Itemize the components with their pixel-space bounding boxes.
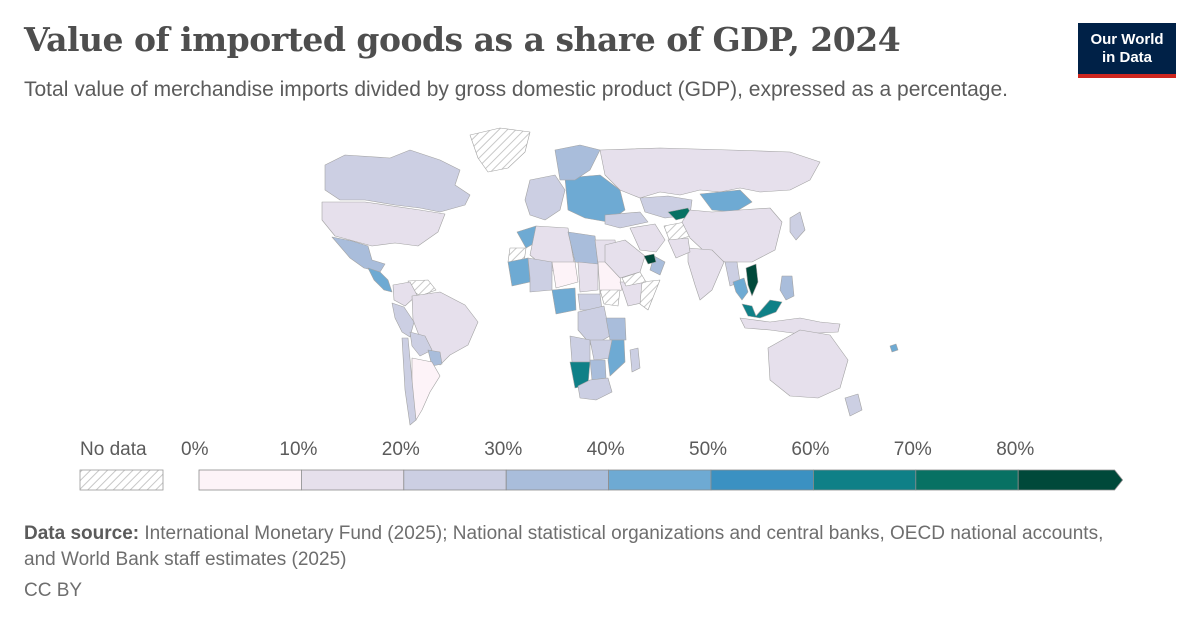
legend-tick-label: 0% xyxy=(181,439,209,460)
owid-logo[interactable]: Our World in Data xyxy=(1078,23,1176,78)
region-vietnam[interactable] xyxy=(745,263,759,297)
region-malaysia[interactable] xyxy=(741,299,783,319)
color-legend xyxy=(79,469,1124,491)
region-mongolia[interactable] xyxy=(699,189,753,213)
region-tanzania[interactable] xyxy=(605,317,627,341)
region-argentina[interactable] xyxy=(411,357,441,421)
data-source: Data source: International Monetary Fund… xyxy=(24,521,1134,573)
chart-title: Value of imported goods as a share of GD… xyxy=(24,20,901,59)
logo-line-1: Our World xyxy=(1090,31,1164,48)
legend-tick-label: 50% xyxy=(689,439,728,460)
legend-bin-20[interactable] xyxy=(403,469,507,491)
region-canada[interactable] xyxy=(324,149,471,213)
region-fiji[interactable] xyxy=(889,343,899,353)
region-chad[interactable] xyxy=(577,261,599,293)
logo-line-2: in Data xyxy=(1101,49,1152,66)
region-india[interactable] xyxy=(687,247,725,301)
legend-tick-label: 80% xyxy=(996,439,1035,460)
data-source-text: International Monetary Fund (2025); Nati… xyxy=(24,523,1104,570)
chart-subtitle: Total value of merchandise imports divid… xyxy=(24,78,1008,101)
region-mali[interactable] xyxy=(527,257,553,293)
legend-tick-label: 40% xyxy=(586,439,625,460)
region-mozambique[interactable] xyxy=(607,339,626,377)
legend-no-data-swatch[interactable] xyxy=(79,469,164,491)
region-nigeria[interactable] xyxy=(551,287,577,315)
region-niger[interactable] xyxy=(551,261,579,289)
region-yemen[interactable] xyxy=(621,271,647,287)
legend-tick-label: 20% xyxy=(381,439,420,460)
region-philippines[interactable] xyxy=(779,275,795,301)
region-thailand[interactable] xyxy=(732,277,749,301)
region-south-sudan[interactable] xyxy=(599,289,621,307)
legend-bin-80[interactable] xyxy=(1017,469,1124,491)
legend-bin-10[interactable] xyxy=(300,469,405,491)
legend-bin-60[interactable] xyxy=(813,469,917,491)
region-central-america[interactable] xyxy=(367,267,393,293)
region-bolivia[interactable] xyxy=(409,331,433,357)
region-peru[interactable] xyxy=(391,302,415,338)
region-greenland[interactable] xyxy=(469,127,531,173)
region-turkey[interactable] xyxy=(604,211,649,229)
legend-bin-0[interactable] xyxy=(198,469,302,491)
region-chile[interactable] xyxy=(401,337,417,426)
region-australia[interactable] xyxy=(767,329,849,399)
legend-tick-label: 70% xyxy=(893,439,932,460)
legend-bin-30[interactable] xyxy=(505,469,610,491)
legend-no-data-label: No data xyxy=(80,439,147,460)
region-botswana[interactable] xyxy=(589,359,607,381)
region-russia[interactable] xyxy=(599,147,821,199)
region-united-arab-emirates[interactable] xyxy=(643,253,657,265)
legend-tick-label: 10% xyxy=(279,439,318,460)
legend-bin-50[interactable] xyxy=(710,469,814,491)
legend-tick-label: 30% xyxy=(484,439,523,460)
legend-bin-40[interactable] xyxy=(608,469,712,491)
region-iran[interactable] xyxy=(629,223,666,253)
region-angola[interactable] xyxy=(569,335,591,363)
region-madagascar[interactable] xyxy=(629,347,641,373)
legend-tick-label: 60% xyxy=(791,439,830,460)
region-pakistan[interactable] xyxy=(667,237,691,259)
region-new-zealand[interactable] xyxy=(844,393,863,417)
region-japan[interactable] xyxy=(789,211,806,241)
data-source-label: Data source: xyxy=(24,523,140,544)
region-indonesia[interactable] xyxy=(739,317,841,335)
region-somalia[interactable] xyxy=(639,279,661,311)
region-china[interactable] xyxy=(681,207,783,263)
region-scandinavia[interactable] xyxy=(554,144,601,181)
region-united-states[interactable] xyxy=(321,201,446,247)
region-south-africa[interactable] xyxy=(577,377,613,401)
legend-bin-70[interactable] xyxy=(915,469,1019,491)
region-mauritania[interactable] xyxy=(507,257,531,287)
region-mexico[interactable] xyxy=(331,236,386,273)
license[interactable]: CC BY xyxy=(24,580,83,601)
region-colombia[interactable] xyxy=(392,281,418,307)
region-western-europe[interactable] xyxy=(524,174,566,221)
